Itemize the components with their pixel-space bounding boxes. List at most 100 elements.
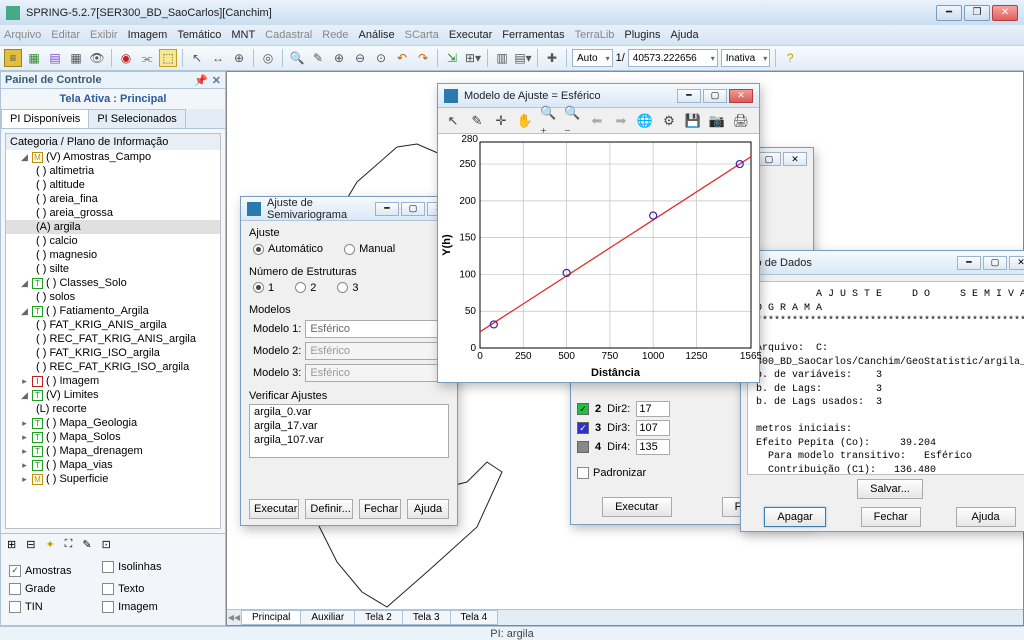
radio-1[interactable]: 1 [253, 282, 274, 294]
next-icon[interactable]: ➡ [612, 112, 630, 130]
tree-item[interactable]: ( ) solos [6, 290, 220, 304]
menu-terralib[interactable]: TerraLib [575, 29, 615, 41]
tree-geologia[interactable]: ▸T( ) Mapa_Geologia [6, 416, 220, 430]
tree-item[interactable]: ( ) FAT_KRIG_ANIS_argila [6, 318, 220, 332]
undo-icon[interactable]: ↶ [393, 49, 411, 67]
tree-solos[interactable]: ▸T( ) Mapa_Solos [6, 430, 220, 444]
min-button[interactable]: ━ [677, 89, 701, 103]
tab-selecionados[interactable]: PI Selecionados [88, 109, 186, 128]
canvas-tab[interactable]: Auxiliar [300, 610, 355, 625]
tree-item[interactable]: ( ) magnesio [6, 248, 220, 262]
tool-icon[interactable]: ⊞ [7, 538, 16, 551]
menu-plugins[interactable]: Plugins [624, 29, 660, 41]
tree-imagem[interactable]: ▸I( ) Imagem [6, 374, 220, 388]
zoomout-icon[interactable]: 🔍₋ [564, 112, 582, 130]
tab-disponiveis[interactable]: PI Disponíveis [1, 109, 89, 128]
tool-icon[interactable]: ⛶ [65, 538, 73, 551]
ajuda-button[interactable]: Ajuda [956, 507, 1016, 527]
help-icon[interactable]: ? [781, 49, 799, 67]
eye-icon[interactable]: 👁 [88, 49, 106, 67]
files-list[interactable]: argila_0.var argila_17.var argila_107.va… [249, 404, 449, 458]
dir4-check[interactable] [577, 441, 589, 453]
pin-icon[interactable]: 📌 [194, 74, 208, 87]
menu-scarta[interactable]: SCarta [405, 29, 439, 41]
redo-icon[interactable]: ↷ [414, 49, 432, 67]
menu-cadastral[interactable]: Cadastral [265, 29, 312, 41]
tree-item[interactable]: ( ) silte [6, 262, 220, 276]
auto-combo[interactable]: Auto [572, 49, 613, 67]
menu-imagem[interactable]: Imagem [128, 29, 168, 41]
tool-icon[interactable]: ✦ [45, 538, 54, 551]
definir-button[interactable]: Definir... [305, 499, 353, 519]
menu-arquivo[interactable]: Arquivo [4, 29, 41, 41]
tree-item[interactable]: ( ) FAT_KRIG_ISO_argila [6, 346, 220, 360]
chk-texto[interactable]: Texto [102, 583, 192, 595]
tree-item[interactable]: ( ) altimetria [6, 164, 220, 178]
maximize-button[interactable]: ❐ [964, 5, 990, 21]
menu-exibir[interactable]: Exibir [90, 29, 118, 41]
tree-icon[interactable]: ⊞▾ [464, 49, 482, 67]
tree-item[interactable]: (L) recorte [6, 402, 220, 416]
radio-automatico[interactable]: Automático [253, 243, 323, 255]
save-icon[interactable]: 💾 [684, 112, 702, 130]
tree-item-argila[interactable]: (A) argila [6, 220, 220, 234]
close-button[interactable]: ✕ [1009, 256, 1024, 270]
select-icon[interactable]: ⬚ [159, 49, 177, 67]
link-icon[interactable]: ⫘ [138, 49, 156, 67]
globe-icon[interactable]: 🌐 [636, 112, 654, 130]
tree-item[interactable]: ( ) altitude [6, 178, 220, 192]
fechar-button[interactable]: Fechar [861, 507, 921, 527]
executar-button[interactable]: Executar [602, 497, 671, 517]
modelo1-combo[interactable]: Esférico [305, 320, 445, 338]
tool-icon[interactable]: ⊡ [102, 538, 111, 551]
min-button[interactable]: ━ [375, 202, 399, 216]
prev-icon[interactable]: ⬅ [588, 112, 606, 130]
ruler-icon[interactable]: ▥ [493, 49, 511, 67]
zoom-in-icon[interactable]: ⊕ [330, 49, 348, 67]
executar-button[interactable]: Executar [249, 499, 299, 519]
menu-analise[interactable]: Análise [359, 29, 395, 41]
chk-grade[interactable]: Grade [9, 583, 99, 595]
tree-item[interactable]: ( ) calcio [6, 234, 220, 248]
fechar-button[interactable]: Fechar [359, 499, 401, 519]
tool-icon[interactable]: ✎ [82, 538, 91, 551]
tree-item[interactable]: ( ) areia_fina [6, 192, 220, 206]
menu-tematico[interactable]: Temático [177, 29, 221, 41]
plus-icon[interactable]: ✚ [543, 49, 561, 67]
tool-icon[interactable]: ⊟ [26, 538, 35, 551]
camera-icon[interactable]: 📷 [708, 112, 726, 130]
zoomin-icon[interactable]: 🔍₊ [540, 112, 558, 130]
config-icon[interactable]: ⚙ [660, 112, 678, 130]
pencil-icon[interactable]: ✎ [468, 112, 486, 130]
padronizar-check[interactable]: Padronizar [577, 467, 646, 479]
list-item[interactable]: argila_0.var [250, 405, 448, 419]
dir4-input[interactable]: 135 [636, 439, 670, 455]
dir3-check[interactable]: ✓ [577, 422, 589, 434]
chart-titlebar[interactable]: Modelo de Ajuste = Esférico ━▢✕ [438, 84, 759, 108]
point-icon[interactable]: ⊕ [230, 49, 248, 67]
info-icon[interactable]: ◉ [117, 49, 135, 67]
move-icon[interactable]: ⇲ [443, 49, 461, 67]
grid-icon[interactable]: ▦ [67, 49, 85, 67]
dir2-check[interactable]: ✓ [577, 403, 589, 415]
canvas-tab[interactable]: Tela 2 [354, 610, 403, 625]
max-button[interactable]: ▢ [401, 202, 425, 216]
tab-prev[interactable]: ◀◀ [227, 613, 241, 622]
zoom-fit-icon[interactable]: ⊙ [372, 49, 390, 67]
tree-drenagem[interactable]: ▸T( ) Mapa_drenagem [6, 444, 220, 458]
list-item[interactable]: argila_107.var [250, 433, 448, 447]
crosshair-icon[interactable]: ✛ [492, 112, 510, 130]
salvar-button[interactable]: Salvar... [857, 479, 923, 499]
max-button[interactable]: ▢ [703, 89, 727, 103]
menu-rede[interactable]: Rede [322, 29, 348, 41]
minimize-button[interactable]: ━ [936, 5, 962, 21]
list-item[interactable]: argila_17.var [250, 419, 448, 433]
cursor-icon[interactable]: ↖ [188, 49, 206, 67]
close-button[interactable]: ✕ [992, 5, 1018, 21]
tree-amostras[interactable]: ◢M(V) Amostras_Campo [6, 150, 220, 164]
tree-item[interactable]: ( ) areia_grossa [6, 206, 220, 220]
close-button[interactable]: ✕ [783, 152, 807, 166]
canvas-tab-principal[interactable]: Principal [241, 610, 301, 625]
min-button[interactable]: ━ [957, 256, 981, 270]
stack-icon[interactable]: ▤ [46, 49, 64, 67]
